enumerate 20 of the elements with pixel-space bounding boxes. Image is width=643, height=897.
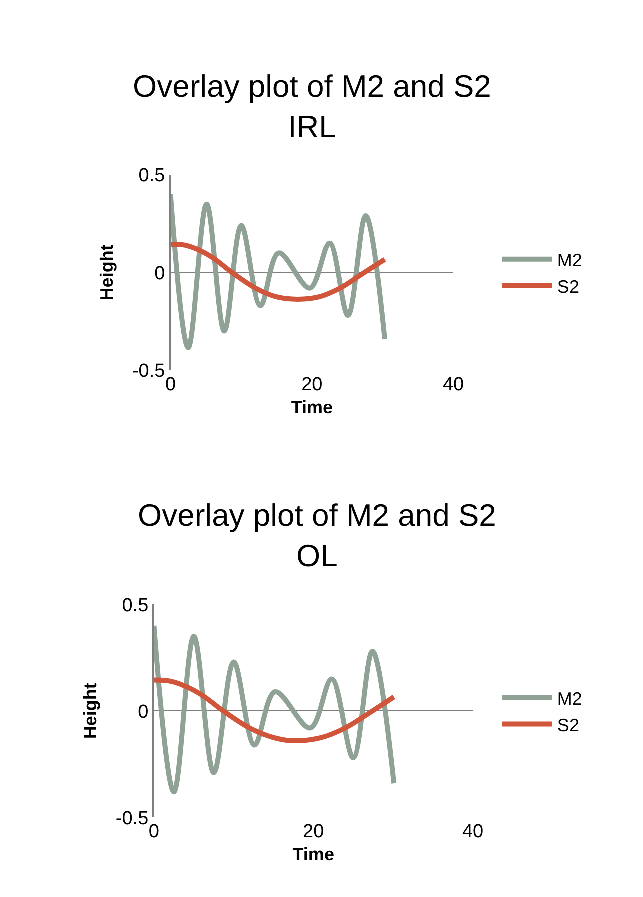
x-tick-label: 40 (462, 822, 484, 843)
x-tick-label: 40 (442, 374, 464, 396)
y-tick-label: -0.5 (116, 808, 149, 830)
x-tick-label: 20 (302, 374, 323, 396)
x-axis-title: Time (291, 397, 334, 418)
legend-label: M2 (557, 688, 582, 709)
legend-label: S2 (557, 715, 580, 736)
y-tick-label: 0 (138, 702, 149, 723)
x-tick-label: 20 (303, 822, 324, 843)
y-axis-title: Height (97, 244, 118, 301)
chart-title: Overlay plot of M2 and S2 OL (138, 498, 496, 574)
chart-title: Overlay plot of M2 and S2 IRL (133, 69, 492, 144)
y-tick-label: -0.5 (132, 360, 166, 382)
y-tick-label: 0.5 (138, 166, 166, 187)
y-tick-label: 0 (154, 263, 166, 284)
x-axis-title: Time (292, 844, 334, 865)
y-axis-title: Height (80, 683, 101, 740)
legend-label: M2 (557, 250, 582, 270)
y-tick-label: 0.5 (122, 595, 149, 616)
legend-label: S2 (557, 276, 580, 297)
